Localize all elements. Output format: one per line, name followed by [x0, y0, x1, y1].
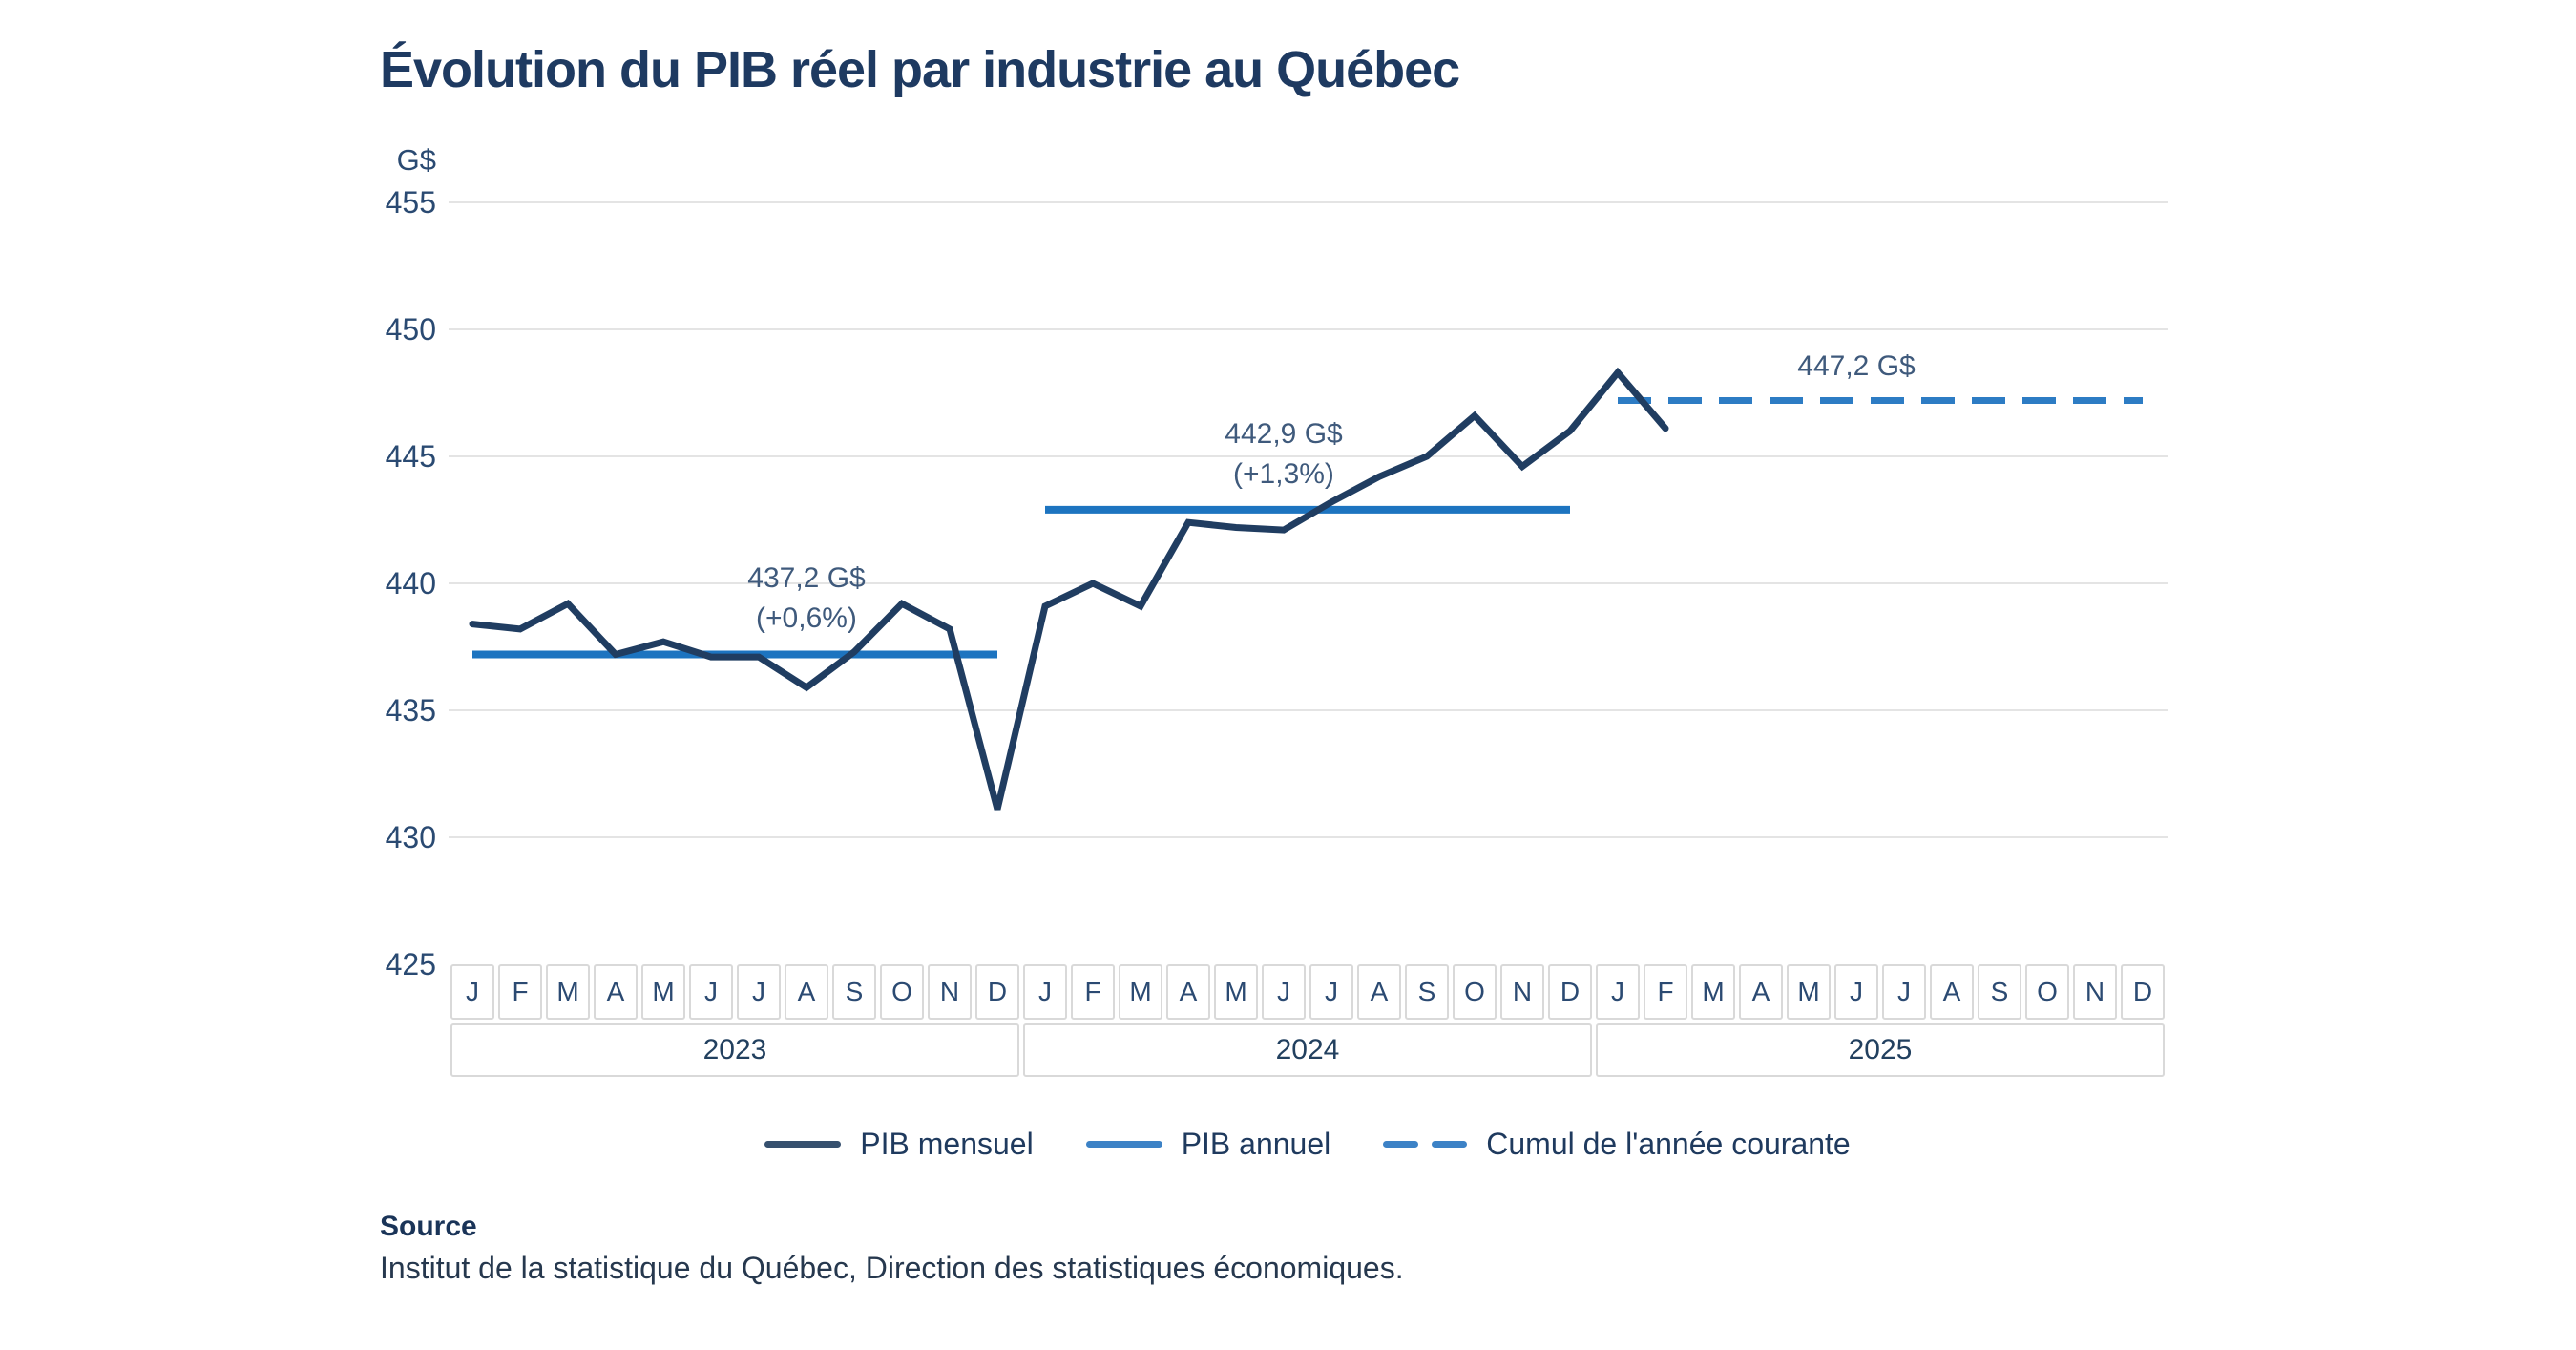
month-cell: N — [1500, 964, 1544, 1020]
y-tick-label: 435 — [385, 693, 436, 728]
y-tick-label: 445 — [385, 439, 436, 474]
y-tick-label: 450 — [385, 312, 436, 347]
year-cell-2025: 2025 — [1596, 1023, 2165, 1077]
y-axis-unit-label: G$ — [396, 143, 436, 177]
month-cell: A — [1357, 964, 1401, 1020]
month-cell: J — [1834, 964, 1878, 1020]
source-heading: Source — [380, 1211, 477, 1242]
annual-value-annotation-2024: 442,9 G$ (+1,3%) — [1225, 414, 1342, 495]
month-cell: M — [1119, 964, 1162, 1020]
month-cell: S — [832, 964, 876, 1020]
legend-item-cumul: Cumul de l'année courante — [1383, 1127, 1851, 1162]
month-cell: O — [2025, 964, 2069, 1020]
month-cell: J — [1882, 964, 1926, 1020]
month-cell: F — [1644, 964, 1687, 1020]
dashed-blue-line-swatch-icon — [1383, 1141, 1468, 1148]
month-cell: J — [737, 964, 781, 1020]
month-cell: F — [498, 964, 542, 1020]
chart-title: Évolution du PIB réel par industrie au Q… — [380, 41, 1460, 98]
pib-mensuel-line — [469, 367, 1669, 811]
month-cell: J — [450, 964, 494, 1020]
month-cell: A — [1166, 964, 1210, 1020]
month-cell: A — [785, 964, 828, 1020]
annual-change-label: (+0,6%) — [756, 602, 857, 635]
legend-label: PIB annuel — [1181, 1127, 1331, 1161]
month-cell: D — [975, 964, 1019, 1020]
month-cell: S — [1405, 964, 1449, 1020]
legend: PIB mensuel PIB annuel Cumul de l'année … — [449, 1127, 2167, 1162]
month-cell: A — [594, 964, 638, 1020]
month-cell: J — [1023, 964, 1067, 1020]
solid-dark-line-swatch-icon — [764, 1141, 842, 1148]
month-cell: M — [1787, 964, 1831, 1020]
month-cell: J — [1596, 964, 1640, 1020]
ytd-value-annotation-2025: 447,2 G$ — [1797, 347, 1915, 387]
y-tick-label: 440 — [385, 566, 436, 601]
ytd-value-label: 447,2 G$ — [1797, 350, 1916, 383]
legend-label: Cumul de l'année courante — [1486, 1127, 1851, 1161]
annual-value-label: 442,9 G$ — [1225, 417, 1343, 450]
year-cell-2024: 2024 — [1023, 1023, 1592, 1077]
month-cell: M — [1214, 964, 1258, 1020]
month-cell: D — [2121, 964, 2165, 1020]
legend-item-pib-mensuel: PIB mensuel — [764, 1127, 1034, 1162]
month-cell: J — [1262, 964, 1306, 1020]
month-cell: J — [689, 964, 733, 1020]
month-cell: N — [2073, 964, 2117, 1020]
y-tick-label: 455 — [385, 185, 436, 220]
year-cell-2023: 2023 — [450, 1023, 1019, 1077]
month-cell: F — [1071, 964, 1115, 1020]
month-cell: M — [1691, 964, 1735, 1020]
source-text: Institut de la statistique du Québec, Di… — [380, 1251, 1404, 1285]
month-cell: S — [1978, 964, 2021, 1020]
month-cell: A — [1930, 964, 1974, 1020]
legend-item-pib-annuel: PIB annuel — [1085, 1127, 1331, 1162]
annual-value-annotation-2023: 437,2 G$ (+0,6%) — [747, 559, 865, 639]
month-cell: O — [880, 964, 924, 1020]
month-cell: A — [1739, 964, 1783, 1020]
month-cell: N — [928, 964, 972, 1020]
y-tick-label: 430 — [385, 820, 436, 854]
solid-blue-line-swatch-icon — [1085, 1141, 1162, 1148]
month-cell: J — [1309, 964, 1353, 1020]
y-tick-label: 425 — [385, 947, 436, 981]
month-cell: D — [1548, 964, 1592, 1020]
month-cell: M — [546, 964, 590, 1020]
legend-label: PIB mensuel — [860, 1127, 1034, 1161]
month-cell: O — [1453, 964, 1497, 1020]
month-cell: M — [641, 964, 685, 1020]
annual-change-label: (+1,3%) — [1233, 457, 1334, 490]
annual-value-label: 437,2 G$ — [747, 562, 866, 595]
